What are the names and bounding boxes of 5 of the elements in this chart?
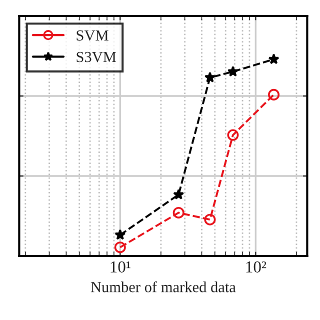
x-axis-title: Number of marked data [90,281,236,292]
legend-label: S3VM [76,52,116,62]
x-tick-label: 10¹ [110,261,130,273]
legend-label: SVM [76,30,108,41]
x-tick-label: 10² [246,261,266,273]
